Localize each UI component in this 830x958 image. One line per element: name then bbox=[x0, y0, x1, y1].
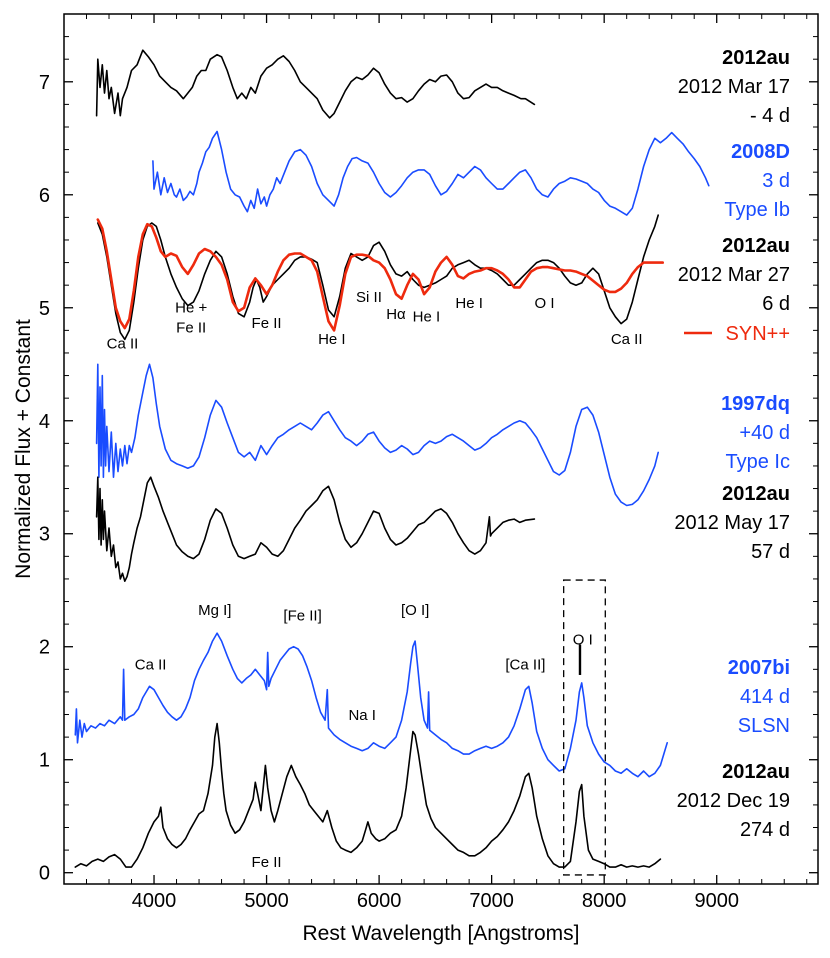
annotations-group bbox=[563, 579, 606, 876]
spectra-series-group bbox=[74, 49, 710, 868]
spectrum-label-2008d-date: 3 d bbox=[762, 170, 790, 192]
spectrum-label-1997dq-date: +40 d bbox=[739, 422, 790, 444]
spectrum-labels-group: 2012au 2012 Mar 17 - 4 d 2008D 3 d Type Ib 201… bbox=[674, 47, 790, 841]
line-label: O I bbox=[535, 295, 555, 312]
x-tick-label: 4000 bbox=[132, 890, 177, 912]
line-label: Fe II bbox=[176, 320, 206, 337]
spectrum-line-2007bi-414-d bbox=[74, 632, 668, 778]
y-tick-label: 2 bbox=[39, 637, 50, 659]
y-tick-label: 3 bbox=[39, 524, 50, 546]
spectrum-label-1997dq-note: Type Ic bbox=[726, 451, 790, 473]
line-label: He I bbox=[318, 331, 346, 348]
line-label: Ca II bbox=[135, 656, 167, 673]
spectrum-label-2007bi-name: 2007bi bbox=[728, 657, 790, 679]
y-axis-title: Normalized Flux + Constant bbox=[12, 319, 35, 579]
y-tick-label: 5 bbox=[39, 298, 50, 320]
spectrum-label-1997dq-name: 1997dq bbox=[721, 393, 790, 415]
spectrum-line-2012au-2012-may-17 bbox=[95, 476, 536, 582]
line-label: He I bbox=[413, 308, 441, 325]
spectrum-label-2012au-dec19-note: 274 d bbox=[740, 819, 790, 841]
spectrum-label-2012au-mar17-name: 2012au bbox=[722, 47, 790, 69]
spectrum-line-1997dq-40-d bbox=[95, 363, 659, 507]
x-tick-label: 7000 bbox=[469, 890, 514, 912]
line-label: He + bbox=[175, 299, 207, 316]
line-label: Hα bbox=[386, 306, 406, 323]
spectrum-line-2012au-2012-mar-27 bbox=[97, 214, 659, 341]
spectrum-line-2012au-2012-mar-17 bbox=[95, 49, 536, 119]
line-label: Na I bbox=[348, 707, 376, 724]
x-axis-title: Rest Wavelength [Angstroms] bbox=[303, 922, 580, 945]
line-label: Mg I] bbox=[198, 602, 231, 619]
spectrum-label-2012au-may17-date: 2012 May 17 bbox=[674, 512, 790, 534]
spectrum-label-2008d-note: Type Ib bbox=[724, 199, 790, 221]
plot-frame bbox=[63, 13, 819, 885]
line-label: Fe II bbox=[252, 854, 282, 871]
spectrum-label-2007bi-note: SLSN bbox=[738, 715, 790, 737]
spectrum-line-2012au-2012-dec-19 bbox=[74, 722, 662, 868]
y-tick-label: 4 bbox=[39, 411, 50, 433]
spectrum-label-2012au-dec19-name: 2012au bbox=[722, 761, 790, 783]
line-label: Fe II bbox=[252, 315, 282, 332]
x-tick-label: 6000 bbox=[357, 890, 402, 912]
spectrum-label-2012au-may17-note: 57 d bbox=[751, 541, 790, 563]
line-label: Ca II bbox=[611, 331, 643, 348]
spectrum-label-2008d-name: 2008D bbox=[731, 141, 790, 163]
x-tick-label: 8000 bbox=[582, 890, 627, 912]
legend: SYN++ bbox=[684, 323, 790, 345]
spectrum-label-2012au-mar27-note: 6 d bbox=[762, 293, 790, 315]
spectrum-label-2012au-may17-name: 2012au bbox=[722, 483, 790, 505]
line-label: Si II bbox=[356, 289, 382, 306]
line-label: [Fe II] bbox=[283, 608, 321, 625]
y-tick-label: 7 bbox=[39, 72, 50, 94]
axis-ticks-group bbox=[64, 14, 818, 884]
spectrum-label-2012au-dec19-date: 2012 Dec 19 bbox=[677, 790, 790, 812]
spectrum-label-2012au-mar27-name: 2012au bbox=[722, 235, 790, 257]
spectrum-label-2012au-mar17-note: - 4 d bbox=[750, 105, 790, 127]
tick-labels-group: 4000 5000 6000 7000 8000 9000 0 1 2 3 4 5 6 7 bbox=[39, 72, 739, 912]
spectrum-label-2007bi-date: 414 d bbox=[740, 686, 790, 708]
y-tick-label: 0 bbox=[39, 863, 50, 885]
y-tick-label: 1 bbox=[39, 750, 50, 772]
line-label: [O I] bbox=[401, 602, 429, 619]
x-tick-label: 9000 bbox=[694, 890, 739, 912]
spectrum-label-2012au-mar17-date: 2012 Mar 17 bbox=[678, 76, 790, 98]
line-label: O I bbox=[573, 631, 593, 648]
spectrum-line-2008d-3-d bbox=[152, 130, 710, 216]
line-label: He I bbox=[455, 295, 483, 312]
line-label: Ca II bbox=[107, 335, 139, 352]
line-label: [Ca II] bbox=[505, 656, 545, 673]
legend-label-syn: SYN++ bbox=[726, 323, 790, 345]
x-tick-label: 5000 bbox=[244, 890, 289, 912]
spectrum-line-syn bbox=[96, 218, 664, 332]
y-tick-label: 6 bbox=[39, 185, 50, 207]
spectrum-label-2012au-mar27-date: 2012 Mar 27 bbox=[678, 264, 790, 286]
